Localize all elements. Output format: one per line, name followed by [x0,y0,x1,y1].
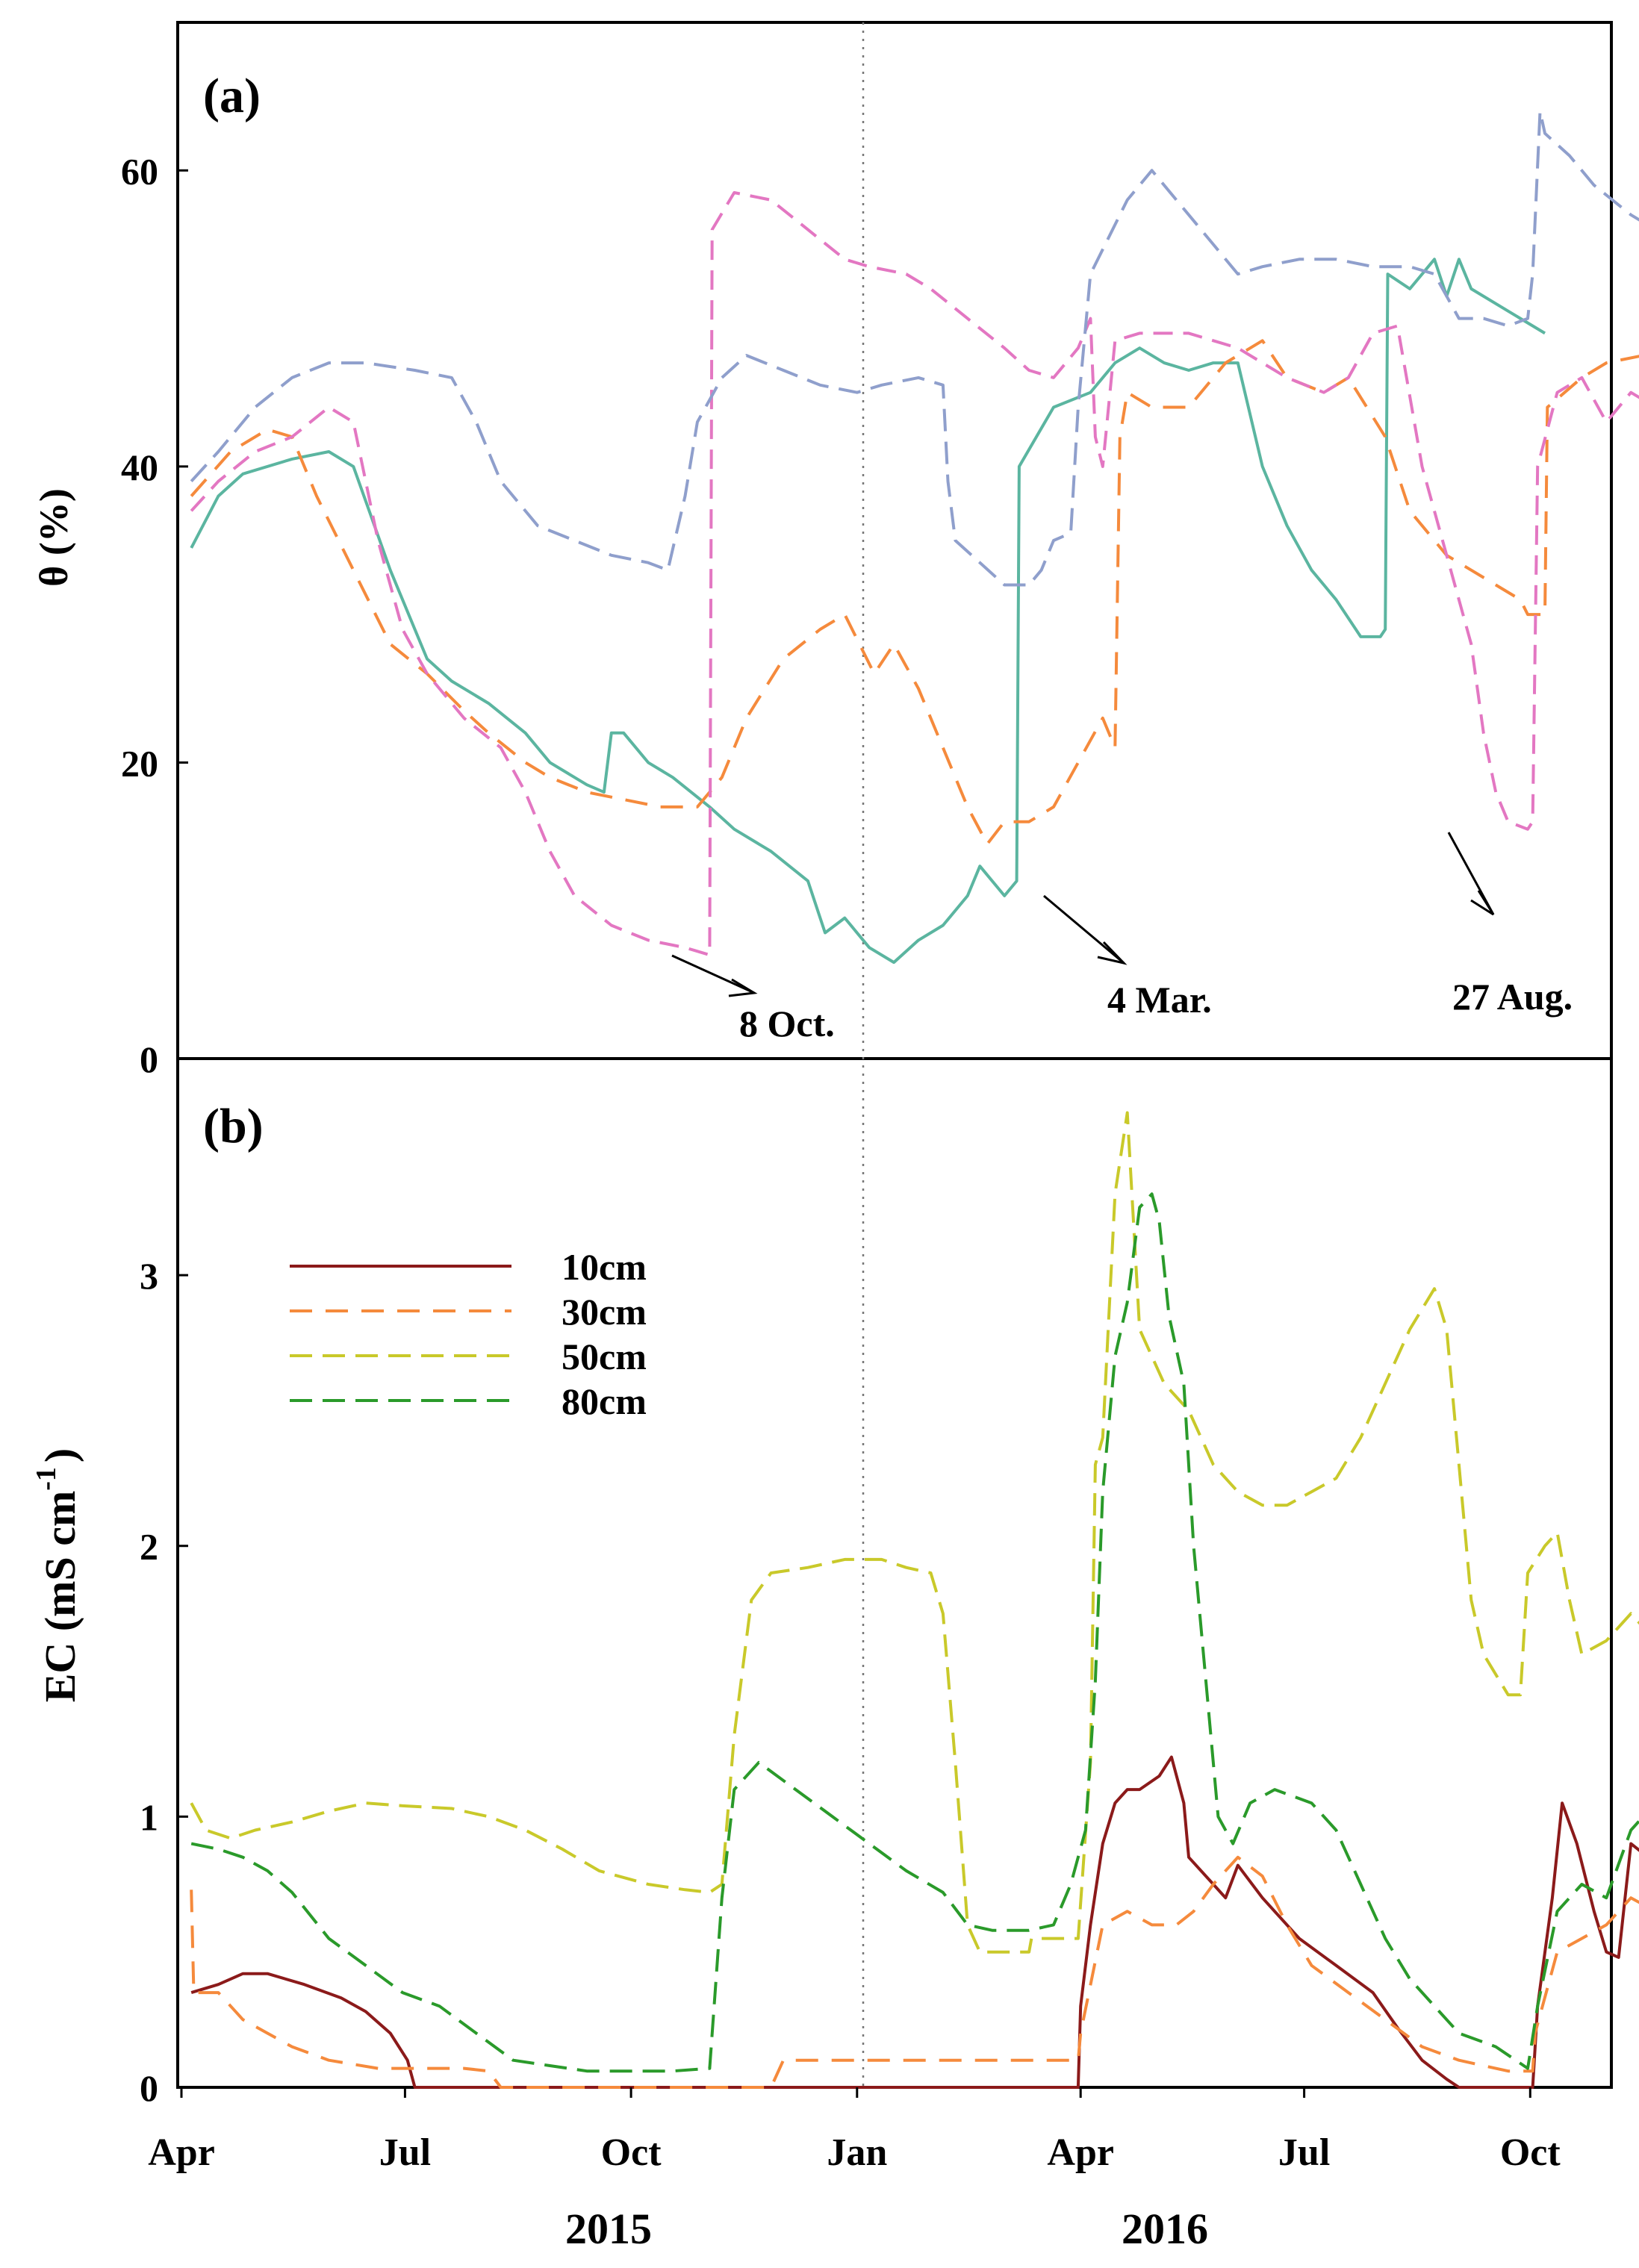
panel-a-frame [176,21,1613,1060]
legend-label-30cm: 30cm [562,1291,647,1333]
legend-label-10cm: 10cm [562,1246,647,1288]
x-tick-label: Jan [827,2131,887,2174]
y-tick-label-a: 40 [121,446,158,488]
year-label-2016: 2016 [1122,2205,1208,2253]
x-tick-label: Apr [1047,2131,1114,2174]
series-line-a-10cm [190,258,1546,965]
series-line-b-50cm [190,1111,1639,1954]
y-tick-label-b: 1 [140,1796,158,1838]
series-line-b-80cm [190,1192,1639,2073]
annotation-4-mar: 4 Mar. [1107,979,1212,1021]
x-tick-label: Jul [1278,2131,1330,2174]
series-line-a-80cm [190,110,1639,587]
annotation-arrows [671,832,1495,997]
series-line-b-30cm [190,1855,1639,2089]
legend-label-50cm: 50cm [562,1336,647,1377]
series-line-a-30cm [190,339,1639,846]
svg-text:EC (mS cm-1): EC (mS cm-1) [31,1448,84,1703]
year-label-2015: 2015 [565,2205,652,2253]
y-tick-label-a: 0 [140,1038,158,1080]
y-axis-title-b: EC (mS cm-1) [31,1448,84,1703]
x-tick-label: Oct [1500,2131,1561,2174]
y-tick-label-b: 3 [140,1255,158,1297]
x-tick-label: Jul [379,2131,431,2174]
y-tick-label-b: 2 [140,1526,158,1568]
panel-b-label: (b) [203,1099,264,1153]
annotation-27-aug: 27 Aug. [1452,976,1573,1018]
y-tick-label-a: 60 [121,150,158,192]
y-tick-label-a: 20 [121,742,158,784]
y-axis-title-a: θ (%) [31,488,76,587]
x-tick-label: Oct [601,2131,662,2174]
svg-text:θ (%): θ (%) [31,488,76,587]
series-line-a-50cm [190,191,1639,957]
y-tick-label-b: 0 [140,2067,158,2109]
panel-a-label: (a) [203,69,261,123]
legend-label-80cm: 80cm [562,1380,647,1422]
panel-b-frame [176,1057,1613,2089]
annotation-8-oct: 8 Oct. [739,1003,835,1044]
x-tick-label: Apr [148,2131,215,2174]
